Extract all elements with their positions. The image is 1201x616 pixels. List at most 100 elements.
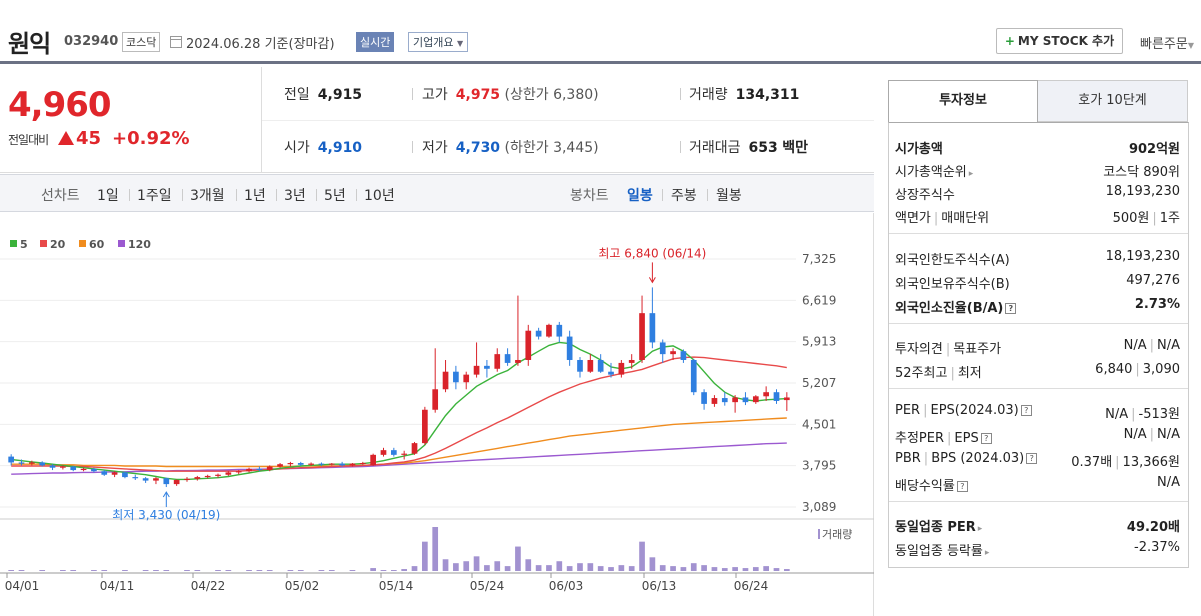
- candle-body: [783, 397, 790, 401]
- period-5y[interactable]: 5년: [324, 188, 346, 204]
- period-3m[interactable]: 3개월: [190, 188, 225, 204]
- volume-bar: [70, 570, 77, 571]
- candle-body: [587, 359, 594, 372]
- candle-body: [566, 336, 573, 360]
- price-chart[interactable]: 7,325 6,619 5,913 5,207 4,501 3,795 3,089 5 20 60…: [0, 213, 874, 616]
- foreign-ratio-label: 외국인소진율(B/A)?: [895, 297, 1017, 316]
- add-mystock-button[interactable]: + MY STOCK 추가: [996, 28, 1123, 54]
- period-1d[interactable]: 1일: [97, 188, 119, 204]
- divider: [236, 189, 237, 201]
- volume-bar: [101, 570, 108, 571]
- trade-amount: 거래대금 653 백만: [689, 137, 808, 157]
- quick-order-label: 빠른주문: [1140, 37, 1188, 52]
- eps-val: -513원: [1138, 407, 1180, 422]
- candle-body: [453, 371, 459, 383]
- divider: [707, 189, 708, 201]
- low-value: 4,730: [455, 140, 501, 156]
- volume-bar: [18, 570, 25, 571]
- candle-weekly[interactable]: 주봉: [671, 188, 697, 204]
- candle-body: [390, 450, 397, 455]
- market-cap-rank-text: 시가총액순위: [895, 165, 967, 180]
- candle-body: [463, 374, 470, 383]
- volume-bar: [422, 541, 428, 571]
- divider: |: [1135, 362, 1140, 377]
- legend-label: 120: [128, 238, 151, 251]
- candle-body: [742, 397, 749, 403]
- x-tick-label: 05/24: [470, 579, 505, 593]
- candle-body: [763, 392, 769, 397]
- legend-swatch: [118, 240, 125, 247]
- x-tick-label: 04/01: [5, 579, 40, 593]
- min-arrow-head: [162, 491, 170, 498]
- amount-unit: 백만: [782, 140, 808, 156]
- volume-bar: [256, 570, 263, 571]
- candle-body: [721, 398, 728, 403]
- volume-bar: [484, 565, 490, 571]
- high-price: 고가 4,975 (상한가 6,380): [422, 84, 599, 104]
- candle-body: [339, 463, 345, 466]
- realtime-button[interactable]: 실시간: [356, 32, 395, 52]
- eps-text: EPS(2024.03): [930, 403, 1019, 418]
- week52-high-text: 52주최고: [895, 366, 948, 381]
- volume-bar: [628, 566, 635, 571]
- sector-change-text: 동일업종 등락률: [895, 544, 983, 559]
- corp-info-dropdown[interactable]: 기업개요 ▼: [408, 32, 469, 52]
- volume-bar: [184, 570, 190, 571]
- volume-bar: [390, 570, 397, 571]
- candle-body: [287, 463, 294, 465]
- bps-text: BPS (2024.03): [931, 451, 1025, 466]
- volume-bar: [690, 563, 697, 571]
- tab-invest-info[interactable]: 투자정보: [888, 80, 1038, 122]
- divider: [182, 189, 183, 201]
- volume-bar: [442, 559, 449, 571]
- help-icon[interactable]: ?: [1020, 405, 1032, 416]
- help-icon[interactable]: ?: [956, 481, 968, 492]
- volume-bar: [587, 563, 594, 571]
- help-icon[interactable]: ?: [1026, 453, 1038, 464]
- candle-body: [411, 443, 418, 454]
- period-1y[interactable]: 1년: [244, 188, 266, 204]
- upper-limit-value: 6,380): [553, 87, 599, 103]
- period-1w[interactable]: 1주일: [137, 188, 172, 204]
- volume-bar: [711, 567, 718, 571]
- candle-body: [153, 478, 159, 481]
- divider: [316, 189, 317, 201]
- mystock-label: MY STOCK 추가: [1017, 34, 1115, 48]
- sector-change-label: 동일업종 등락률 ▸: [895, 540, 989, 559]
- ma120-line: [11, 442, 787, 475]
- period-10y[interactable]: 10년: [364, 188, 395, 204]
- volume-bar: [225, 570, 232, 571]
- tab-orderbook[interactable]: 호가 10단계: [1038, 80, 1188, 122]
- volume-bar: [163, 570, 170, 571]
- volume-bar: [411, 566, 418, 571]
- foreign-ratio-value: 2.73%: [1134, 297, 1180, 312]
- pbr-val: 0.37배: [1071, 455, 1113, 470]
- open-label: 시가: [284, 140, 310, 156]
- candle-monthly[interactable]: 월봉: [716, 188, 742, 204]
- candle-body: [494, 354, 501, 369]
- period-3y[interactable]: 3년: [284, 188, 306, 204]
- volume-bar: [504, 566, 511, 571]
- x-tick-label: 06/13: [642, 579, 677, 593]
- candlestick-chart[interactable]: 7,325 6,619 5,913 5,207 4,501 3,795 3,089 5 20 60…: [0, 213, 874, 616]
- legend-label: 5: [20, 238, 28, 251]
- help-icon[interactable]: ?: [1005, 303, 1017, 314]
- candle-body: [308, 463, 314, 465]
- est-eps-text: EPS: [954, 431, 979, 446]
- volume-bar: [525, 559, 532, 571]
- volume-bar: [39, 570, 46, 571]
- current-price: 4,960: [8, 85, 112, 125]
- pbr-text: PBR: [895, 451, 921, 466]
- divider: |: [1152, 211, 1157, 226]
- candle-daily[interactable]: 일봉: [627, 188, 653, 204]
- volume-bar: [349, 570, 356, 571]
- divider: |: [1149, 338, 1154, 353]
- change-label: 전일대비: [8, 133, 49, 147]
- candle-body: [608, 371, 614, 375]
- volume-bar: [60, 570, 66, 571]
- help-icon[interactable]: ?: [980, 433, 992, 444]
- candle-body: [535, 330, 542, 337]
- quick-order-dropdown[interactable]: 빠른주문▼: [1140, 33, 1194, 52]
- plus-icon: +: [1004, 34, 1015, 48]
- candle-body: [618, 362, 625, 375]
